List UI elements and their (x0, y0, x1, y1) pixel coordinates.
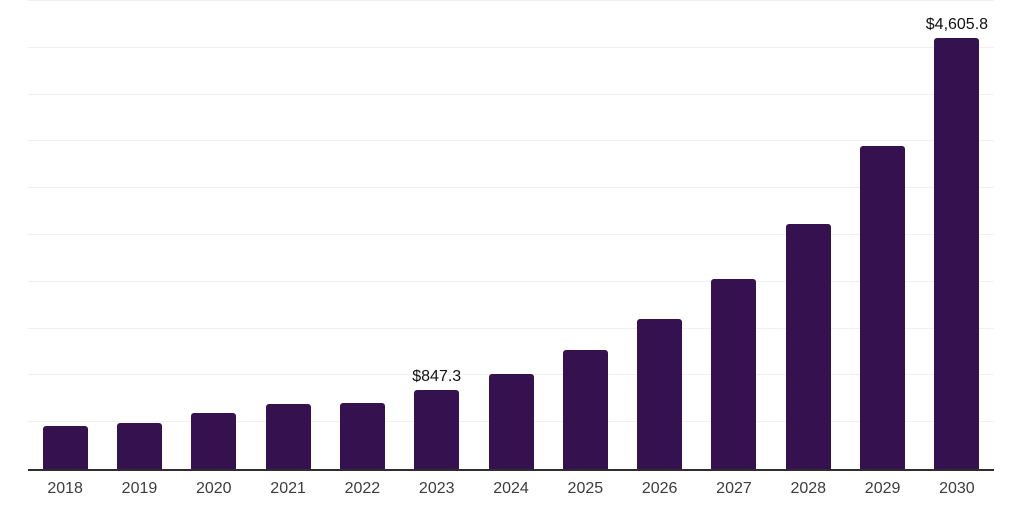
bar-slot-2021 (251, 1, 325, 469)
bar-slot-2025 (548, 1, 622, 469)
gridline-3500 (28, 140, 994, 142)
bar-2018 (42, 425, 88, 469)
x-axis-label-2029: 2029 (864, 480, 901, 497)
bar-2020 (191, 413, 237, 469)
bar-value-label-2030: $4,605.8 (925, 15, 989, 33)
bar-slot-2028 (771, 1, 845, 469)
x-axis-label-2030: 2030 (939, 480, 975, 497)
bar-2023 (414, 389, 460, 469)
x-axis-label-2022: 2022 (344, 480, 381, 497)
x-axis-label-2019: 2019 (121, 480, 158, 497)
gridline-3000 (28, 187, 994, 189)
bar-2026 (637, 319, 683, 469)
bar-slot-2030: $4,605.8 (920, 1, 994, 469)
x-axis-label-2027: 2027 (716, 480, 752, 497)
gridline-2500 (28, 234, 994, 235)
gridline-4000 (28, 93, 994, 95)
bar-slot-2023: $847.3 (400, 1, 474, 469)
bar-2019 (116, 422, 162, 469)
bar-2027 (711, 279, 757, 469)
bar-2025 (562, 350, 608, 469)
bars-layer: $847.3 $4,605.8 (28, 1, 994, 469)
x-axis-label-2024: 2024 (493, 480, 529, 497)
x-axis-label-2021: 2021 (270, 480, 306, 497)
bar-slot-2018 (28, 1, 102, 469)
gridline-4500 (28, 46, 994, 48)
gridline-2000 (28, 280, 994, 282)
x-axis: 2018 2019 2020 2021 2022 2023 2024 2025 2026 2027… (28, 471, 994, 498)
bar-2029 (860, 146, 906, 469)
bar-slot-2019 (102, 1, 176, 469)
gridline-5000 (28, 0, 994, 1)
gridline-1500 (28, 327, 994, 329)
bar-2021 (265, 404, 311, 469)
bar-2022 (339, 402, 385, 469)
x-axis-label-2020: 2020 (195, 480, 232, 497)
bar-slot-2027 (697, 1, 771, 469)
x-axis-label-2023: 2023 (418, 480, 455, 497)
x-axis-label-2018: 2018 (47, 480, 83, 497)
bar-slot-2026 (623, 1, 697, 469)
bar-2024 (488, 373, 534, 469)
x-axis-label-2028: 2028 (790, 480, 827, 497)
bar-2030 (934, 37, 980, 469)
x-axis-label-2026: 2026 (641, 480, 678, 497)
bar-value-label-2023: $847.3 (412, 367, 462, 385)
bar-slot-2020 (177, 1, 251, 469)
plot-area: $847.3 $4,605.8 (28, 0, 994, 471)
bar-slot-2022 (325, 1, 399, 469)
bar-2028 (785, 223, 831, 469)
bar-slot-2024 (474, 1, 548, 469)
bar-slot-2029 (845, 1, 919, 469)
x-axis-label-2025: 2025 (567, 480, 604, 497)
